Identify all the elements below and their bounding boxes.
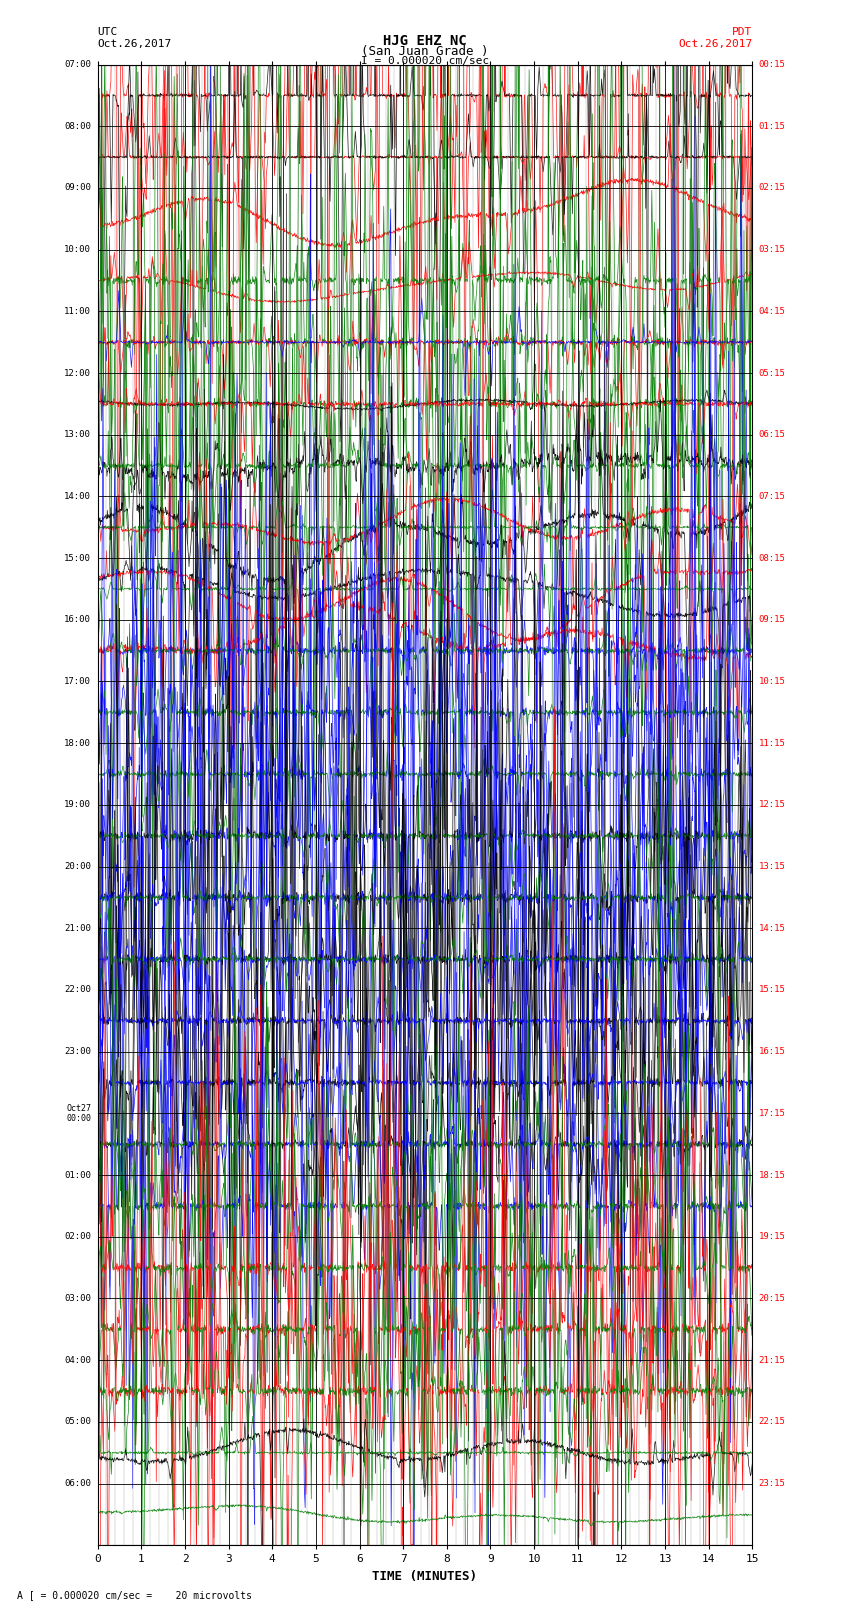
- Text: 13:00: 13:00: [65, 431, 91, 439]
- Text: 22:15: 22:15: [759, 1418, 785, 1426]
- Text: 07:15: 07:15: [759, 492, 785, 502]
- X-axis label: TIME (MINUTES): TIME (MINUTES): [372, 1569, 478, 1582]
- Text: 02:00: 02:00: [65, 1232, 91, 1242]
- Text: 12:00: 12:00: [65, 368, 91, 377]
- Text: 21:00: 21:00: [65, 924, 91, 932]
- Text: 19:00: 19:00: [65, 800, 91, 810]
- Text: 15:00: 15:00: [65, 553, 91, 563]
- Text: 08:15: 08:15: [759, 553, 785, 563]
- Text: 11:00: 11:00: [65, 306, 91, 316]
- Text: 00:15: 00:15: [759, 60, 785, 69]
- Text: (San Juan Grade ): (San Juan Grade ): [361, 45, 489, 58]
- Text: 10:00: 10:00: [65, 245, 91, 255]
- Text: PDT: PDT: [732, 27, 752, 37]
- Text: Oct.26,2017: Oct.26,2017: [98, 39, 172, 48]
- Text: 05:00: 05:00: [65, 1418, 91, 1426]
- Text: 14:00: 14:00: [65, 492, 91, 502]
- Text: 18:15: 18:15: [759, 1171, 785, 1179]
- Text: 06:15: 06:15: [759, 431, 785, 439]
- Text: 23:15: 23:15: [759, 1479, 785, 1489]
- Text: 14:15: 14:15: [759, 924, 785, 932]
- Text: 08:00: 08:00: [65, 121, 91, 131]
- Text: 11:15: 11:15: [759, 739, 785, 748]
- Text: 21:15: 21:15: [759, 1355, 785, 1365]
- Text: 17:15: 17:15: [759, 1108, 785, 1118]
- Text: 20:15: 20:15: [759, 1294, 785, 1303]
- Text: 18:00: 18:00: [65, 739, 91, 748]
- Text: 19:15: 19:15: [759, 1232, 785, 1242]
- Text: 04:15: 04:15: [759, 306, 785, 316]
- Text: 05:15: 05:15: [759, 368, 785, 377]
- Text: 23:00: 23:00: [65, 1047, 91, 1057]
- Text: 20:00: 20:00: [65, 861, 91, 871]
- Text: 01:15: 01:15: [759, 121, 785, 131]
- Text: 03:15: 03:15: [759, 245, 785, 255]
- Text: 07:00: 07:00: [65, 60, 91, 69]
- Text: 17:00: 17:00: [65, 677, 91, 686]
- Text: 09:00: 09:00: [65, 184, 91, 192]
- Text: HJG EHZ NC: HJG EHZ NC: [383, 34, 467, 48]
- Text: I = 0.000020 cm/sec: I = 0.000020 cm/sec: [361, 56, 489, 66]
- Text: UTC: UTC: [98, 27, 118, 37]
- Text: 22:00: 22:00: [65, 986, 91, 995]
- Text: 10:15: 10:15: [759, 677, 785, 686]
- Text: 02:15: 02:15: [759, 184, 785, 192]
- Text: 15:15: 15:15: [759, 986, 785, 995]
- Text: 16:00: 16:00: [65, 615, 91, 624]
- Text: 09:15: 09:15: [759, 615, 785, 624]
- Text: 06:00: 06:00: [65, 1479, 91, 1489]
- Text: 01:00: 01:00: [65, 1171, 91, 1179]
- Text: 16:15: 16:15: [759, 1047, 785, 1057]
- Text: 12:15: 12:15: [759, 800, 785, 810]
- Text: 03:00: 03:00: [65, 1294, 91, 1303]
- Text: Oct.26,2017: Oct.26,2017: [678, 39, 752, 48]
- Text: Oct27
00:00: Oct27 00:00: [66, 1103, 91, 1123]
- Text: 04:00: 04:00: [65, 1355, 91, 1365]
- Text: A [ = 0.000020 cm/sec =    20 microvolts: A [ = 0.000020 cm/sec = 20 microvolts: [17, 1590, 252, 1600]
- Text: 13:15: 13:15: [759, 861, 785, 871]
